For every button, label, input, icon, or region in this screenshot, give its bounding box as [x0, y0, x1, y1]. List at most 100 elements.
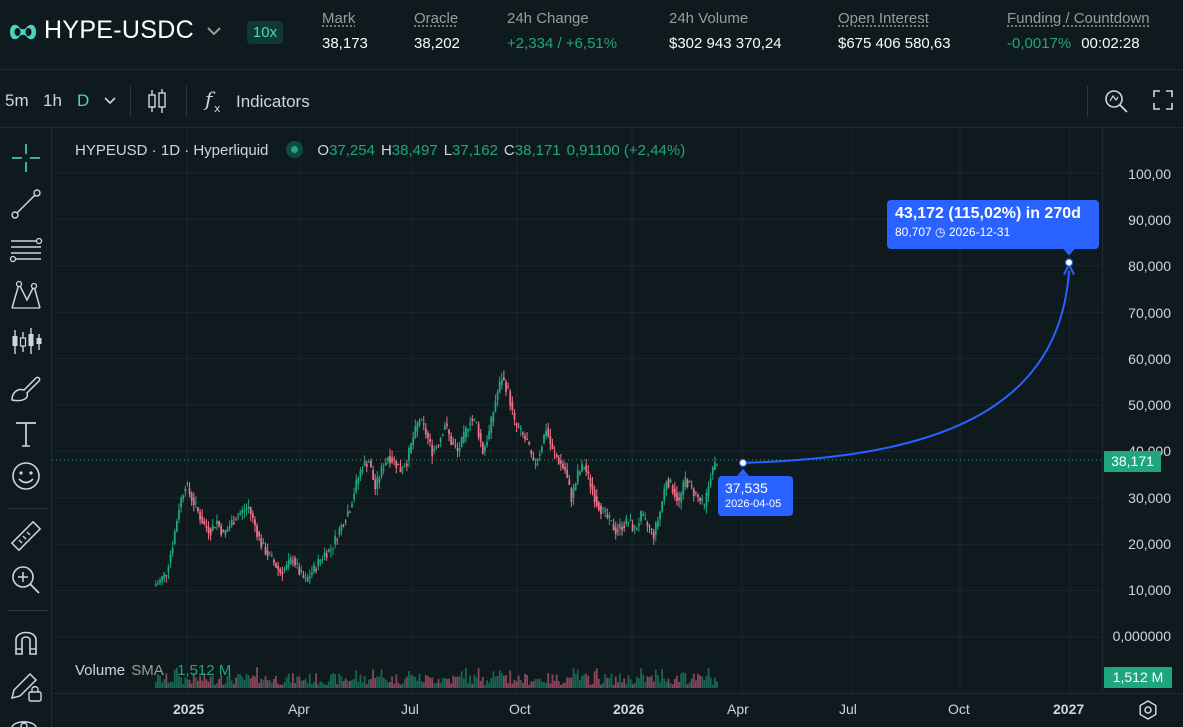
time-tick-label: Oct [509, 701, 531, 717]
volume-bar [673, 678, 676, 688]
volume-bar [325, 684, 328, 688]
lock-drawing-icon[interactable] [8, 668, 44, 704]
time-tick-label: Apr [727, 701, 749, 717]
emoji-icon[interactable] [8, 458, 44, 494]
price-chart[interactable] [52, 128, 1102, 693]
eye-icon[interactable] [9, 716, 39, 727]
candle-body-down [235, 519, 237, 521]
candle-body-down [570, 488, 573, 502]
volume-bar [665, 681, 668, 688]
volume-bar [190, 683, 193, 688]
fib-retracement-icon[interactable] [8, 232, 44, 268]
volume-bar [682, 672, 685, 688]
volume-bar [192, 673, 195, 688]
quick-search-icon[interactable] [1103, 88, 1129, 114]
timeframe-1h[interactable]: 1h [43, 91, 62, 110]
candle-body-up [475, 421, 478, 423]
trend-line-icon[interactable] [8, 186, 44, 222]
volume-bar [327, 681, 330, 688]
price-scale[interactable]: 100,00 90,000 80,000 70,000 60,000 50,00… [1102, 128, 1183, 693]
stat-24h-change: 24h Change +2,334 / +6,51% [507, 10, 617, 52]
legend-symbol[interactable]: HYPEUSD · 1D · Hyperliquid [75, 142, 269, 159]
volume-bar [433, 683, 436, 688]
candle-body-up [332, 547, 334, 549]
fullscreen-icon[interactable] [1152, 89, 1174, 111]
candle-body-up [492, 412, 495, 423]
text-icon[interactable] [8, 416, 44, 452]
magnet-icon[interactable] [8, 624, 44, 660]
timeframe-d[interactable]: D [77, 91, 90, 110]
volume-bar [587, 675, 590, 688]
projection-curve[interactable] [742, 270, 1070, 464]
candle-body-up [538, 454, 541, 457]
volume-bar [661, 669, 664, 688]
chevron-down-icon[interactable] [103, 96, 117, 106]
candle-body-up [230, 520, 233, 526]
volume-bar [184, 677, 187, 688]
volume-bar [697, 673, 699, 688]
candle-body-up [572, 487, 575, 498]
candle-body-up [184, 488, 187, 492]
candle-body-up [659, 511, 661, 520]
volume-bar [342, 681, 345, 688]
stat-label[interactable]: Open Interest [838, 10, 929, 27]
candle-body-up [602, 507, 604, 509]
candle-body-up [684, 477, 687, 487]
volume-bar [627, 675, 630, 688]
clock-icon: ◷ [935, 225, 946, 239]
volume-bar [553, 680, 556, 688]
legend-close-value: 38,171 [514, 142, 561, 159]
candle-body-up [401, 469, 404, 471]
candle-body-down [667, 479, 670, 488]
candle-body-up [163, 573, 166, 579]
candle-body-down [477, 423, 480, 438]
candle-body-down [614, 527, 617, 534]
volume-label[interactable]: Volume [75, 662, 126, 679]
volume-bar [456, 676, 459, 688]
candle-body-down [218, 521, 220, 526]
candle-body-up [367, 461, 370, 463]
last-price-tag: 38,171 [1104, 451, 1161, 472]
candle-body-up [716, 464, 718, 466]
volume-bar [619, 673, 621, 688]
indicators-fx-icon[interactable]: f x [203, 87, 229, 115]
timeframe-5m[interactable]: 5m [5, 91, 29, 110]
stat-label[interactable]: Mark [322, 10, 356, 27]
chevron-down-icon[interactable] [205, 24, 223, 38]
volume-bar [365, 684, 368, 688]
candle-body-down [616, 530, 619, 532]
brush-icon[interactable] [8, 370, 44, 406]
candle-body-up [175, 521, 178, 532]
projection-change: 43,172 (115,02%) in 270d [895, 205, 1081, 222]
candle-body-down [395, 460, 398, 468]
candle-body-up [705, 492, 708, 508]
pattern-icon[interactable] [8, 278, 44, 314]
candle-body-up [473, 419, 476, 421]
stat-label[interactable]: Oracle [414, 10, 459, 27]
candle-body-down [437, 445, 440, 447]
indicators-button[interactable]: Indicators [236, 92, 310, 111]
projection-start-label[interactable]: 37,535 2026-04-05 [718, 476, 793, 516]
projection-start-point[interactable] [738, 458, 748, 467]
zoom-in-icon[interactable] [8, 562, 44, 598]
candle-body-down [264, 547, 267, 554]
projection-target-label[interactable]: 43,172 (115,02%) in 270d 80,707 ◷ 2026-1… [887, 200, 1099, 249]
volume-bar [707, 667, 710, 688]
stat-label[interactable]: Funding / Countdown [1007, 10, 1150, 27]
volume-bar [703, 680, 706, 688]
chart-settings-icon[interactable] [1138, 700, 1158, 720]
time-axis[interactable]: 2025 Apr Jul Oct 2026 Apr Jul Oct 2027 [52, 693, 1183, 727]
volume-bar [574, 673, 577, 688]
stat-value: $675 406 580,63 [838, 35, 951, 52]
ruler-icon[interactable] [8, 518, 44, 554]
crosshair-icon[interactable] [8, 140, 44, 176]
prediction-icon[interactable] [8, 324, 44, 360]
candle-body-up [327, 549, 330, 552]
leverage-badge[interactable]: 10x [247, 21, 283, 44]
projection-end-point[interactable] [1064, 258, 1074, 267]
toolbar-divider [8, 610, 48, 611]
volume-bar [243, 680, 246, 688]
candles-icon[interactable] [146, 87, 168, 115]
candle-body-down [370, 460, 372, 468]
pair-selector-title[interactable]: HYPE-USDC [44, 16, 194, 44]
